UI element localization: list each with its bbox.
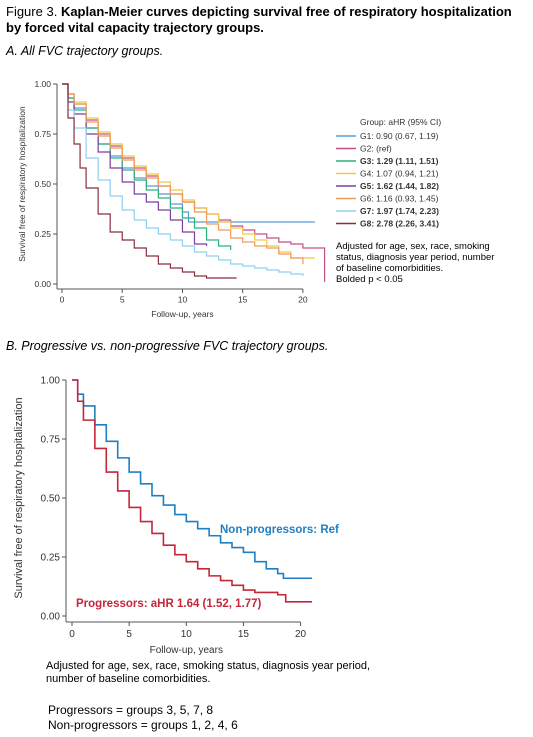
series-line-6 [62,83,304,264]
x-tick-label: 20 [295,629,307,640]
panel-b-label: B. Progressive vs. non-progressive FVC t… [6,339,329,353]
groups-definition: Progressors = groups 3, 5, 7, 8 Non-prog… [48,703,238,733]
x-tick-label: 10 [181,629,193,640]
figure-title: Figure 3. Kaplan-Meier curves depicting … [6,4,530,36]
y-axis-label: Survival free of respiratory hospitaliza… [17,106,27,262]
groups-progressors: Progressors = groups 3, 5, 7, 8 [48,703,214,717]
legend-entry-2: G2: (ref) [360,144,392,154]
panel-a-label: A. All FVC trajectory groups. [6,44,164,58]
series-line-8 [62,83,237,279]
series-line-7 [62,83,304,276]
series-label-1: Non-progressors: Ref [220,524,339,536]
legend-entry-3: G3: 1.29 (1.11, 1.51) [360,156,439,166]
y-tick-label: 0.00 [34,279,51,289]
panel-a-note-line: Adjusted for age, sex, race, smoking [336,241,490,252]
groups-non-progressors: Non-progressors = groups 1, 2, 4, 6 [48,718,238,732]
x-tick-label: 5 [120,295,125,305]
x-tick-label: 0 [69,629,75,640]
y-tick-label: 0.50 [34,179,51,189]
x-tick-label: 15 [238,295,248,305]
y-axis-label: Survival free of respiratory hospitaliza… [13,397,25,598]
y-tick-label: 1.00 [34,79,51,89]
panel-b-note: Adjusted for age, sex, race, smoking sta… [46,660,526,686]
y-tick-label: 0.75 [34,129,51,139]
figure-title-lead: Figure 3. [6,4,58,19]
legend-title: Group: aHR (95% CI) [360,117,441,127]
panel-a-note-line: status, diagnosis year period, number [336,252,495,263]
series-line-4 [62,83,315,259]
legend-entry-6: G6: 1.16 (0.93, 1.45) [360,194,439,204]
x-axis-label: Follow-up, years [151,309,213,319]
x-tick-label: 0 [60,295,65,305]
y-tick-label: 0.50 [41,494,61,505]
legend-entry-1: G1: 0.90 (0.67, 1.19) [360,131,439,141]
panel-b-note-line: Adjusted for age, sex, race, smoking sta… [46,660,371,672]
series-line-2 [72,379,312,603]
y-tick-label: 0.25 [41,553,61,564]
y-tick-label: 0.25 [34,229,51,239]
legend-entry-7: G7: 1.97 (1.74, 2.23) [360,206,439,216]
panel-a-note-line: of baseline comorbidities. [336,263,444,274]
y-tick-label: 1.00 [41,376,61,387]
panel-a-note-line: Bolded p < 0.05 [336,274,403,285]
legend-entry-4: G4: 1.07 (0.94, 1.21) [360,169,439,179]
y-tick-label: 0.00 [41,612,61,623]
legend-entry-8: G8: 2.78 (2.26, 3.41) [360,219,439,229]
x-tick-label: 5 [126,629,132,640]
x-tick-label: 15 [238,629,250,640]
x-axis-label: Follow-up, years [150,645,223,656]
figure-title-text: Kaplan-Meier curves depicting survival f… [6,4,512,35]
panel-b-note-line: number of baseline comorbidities. [46,673,211,685]
series-label-2: Progressors: aHR 1.64 (1.52, 1.77) [76,598,262,610]
panel-a-note: Adjusted for age, sex, race, smoking sta… [336,241,532,285]
series-line-1 [72,379,312,580]
x-tick-label: 20 [298,295,308,305]
series-line-5 [62,83,208,246]
y-tick-label: 0.75 [41,435,61,446]
x-tick-label: 10 [178,295,188,305]
legend-entry-5: G5: 1.62 (1.44, 1.82) [360,181,439,191]
